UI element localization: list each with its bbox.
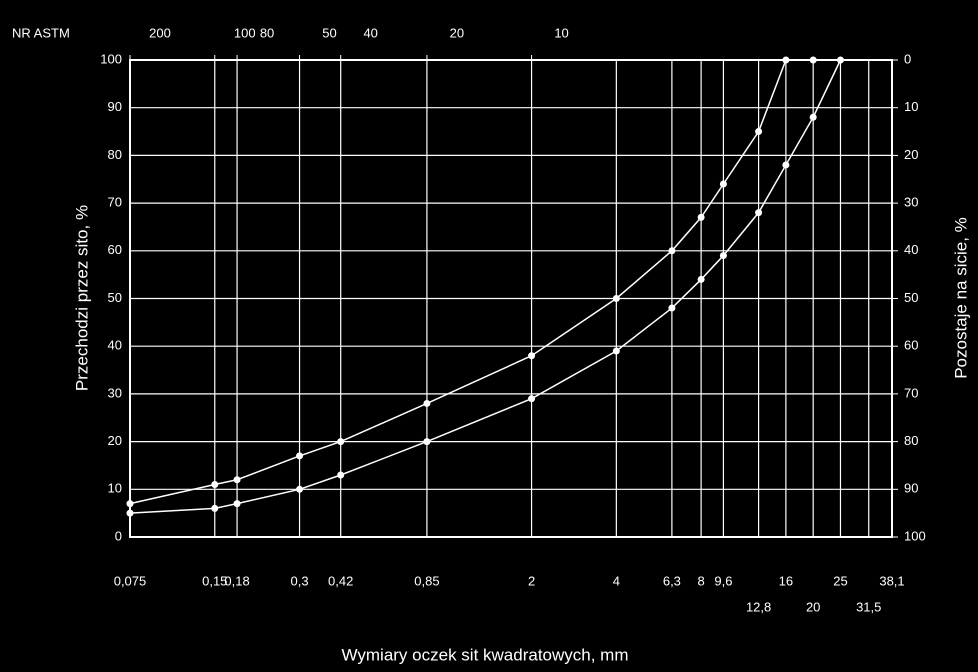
x-tick-label: 0,3 [291, 573, 309, 588]
y2-axis-label: Pozostaje na sicie, % [951, 217, 970, 379]
top-tick-label: 50 [322, 25, 336, 40]
top-tick-label: 100 [234, 25, 256, 40]
x-tick-label: 0,18 [224, 573, 249, 588]
y2-tick-label: 30 [904, 195, 918, 210]
point [337, 471, 345, 479]
point [697, 275, 705, 283]
plot-frame [129, 59, 893, 538]
point [211, 481, 219, 489]
x-tick-label: 0,075 [114, 573, 147, 588]
y-tick-label: 60 [108, 242, 122, 257]
y-tick-label: 70 [108, 195, 122, 210]
top-tick-label: 20 [450, 25, 464, 40]
point [668, 304, 676, 312]
point [233, 500, 241, 508]
point [528, 395, 536, 403]
y-tick-label: 50 [108, 290, 122, 305]
y2-tick-label: 0 [904, 51, 911, 66]
y-tick-label: 90 [108, 99, 122, 114]
x-tick-label: 4 [613, 573, 620, 588]
y2-tick-label: 50 [904, 290, 918, 305]
x-tick-label: 0,85 [414, 573, 439, 588]
point [782, 56, 790, 64]
x-tick-label: 16 [779, 573, 793, 588]
point [755, 209, 763, 217]
y2-tick-label: 20 [904, 147, 918, 162]
point [755, 128, 763, 136]
y-tick-label: 10 [108, 481, 122, 496]
point [719, 180, 727, 188]
point [423, 438, 431, 446]
point [126, 500, 134, 508]
y-axis-label: Przechodzi przez sito, % [72, 205, 91, 391]
x-tick-label: 6,3 [663, 573, 681, 588]
x-axis-label: Wymiary oczek sit kwadratowych, mm [341, 645, 628, 664]
top-tick-label: 10 [554, 25, 568, 40]
top-axis-label: NR ASTM [12, 25, 70, 40]
x-tick-label: 0,15 [202, 573, 227, 588]
point [126, 509, 134, 517]
top-tick-label: 200 [149, 25, 171, 40]
y2-tick-label: 80 [904, 433, 918, 448]
x-tick-label: 0,42 [328, 573, 353, 588]
point [668, 247, 676, 255]
point [782, 161, 790, 169]
point [612, 295, 620, 302]
point [809, 56, 817, 64]
y2-tick-label: 40 [904, 242, 918, 257]
point [528, 352, 536, 360]
y2-tick-label: 100 [904, 528, 926, 543]
y2-tick-label: 10 [904, 99, 918, 114]
x-tick-label: 8 [697, 573, 704, 588]
point [233, 476, 241, 484]
x-tick-label: 38,1 [879, 573, 904, 588]
point [719, 252, 727, 260]
x-tick-label: 2 [528, 573, 535, 588]
top-tick-label: 80 [260, 25, 274, 40]
top-tick-label: 40 [363, 25, 377, 40]
point [612, 347, 620, 355]
point [337, 438, 345, 446]
x-tick-label: 31,5 [856, 599, 881, 614]
y-tick-label: 100 [100, 51, 122, 66]
y-tick-label: 30 [108, 385, 122, 400]
line [129, 59, 814, 505]
point [809, 113, 817, 121]
point [211, 504, 219, 512]
point [296, 452, 304, 460]
point [423, 399, 431, 407]
point [296, 485, 304, 493]
y2-tick-label: 60 [904, 338, 918, 353]
y-tick-label: 80 [108, 147, 122, 162]
x-tick-label: 12,8 [746, 599, 771, 614]
point [836, 56, 844, 64]
y-tick-label: 40 [108, 338, 122, 353]
x-tick-label: 20 [806, 599, 820, 614]
point [697, 213, 705, 221]
y-tick-label: 20 [108, 433, 122, 448]
y2-tick-label: 90 [904, 481, 918, 496]
y2-tick-label: 70 [904, 385, 918, 400]
y-tick-label: 0 [115, 528, 122, 543]
x-tick-label: 9,6 [714, 573, 732, 588]
x-tick-label: 25 [833, 573, 847, 588]
